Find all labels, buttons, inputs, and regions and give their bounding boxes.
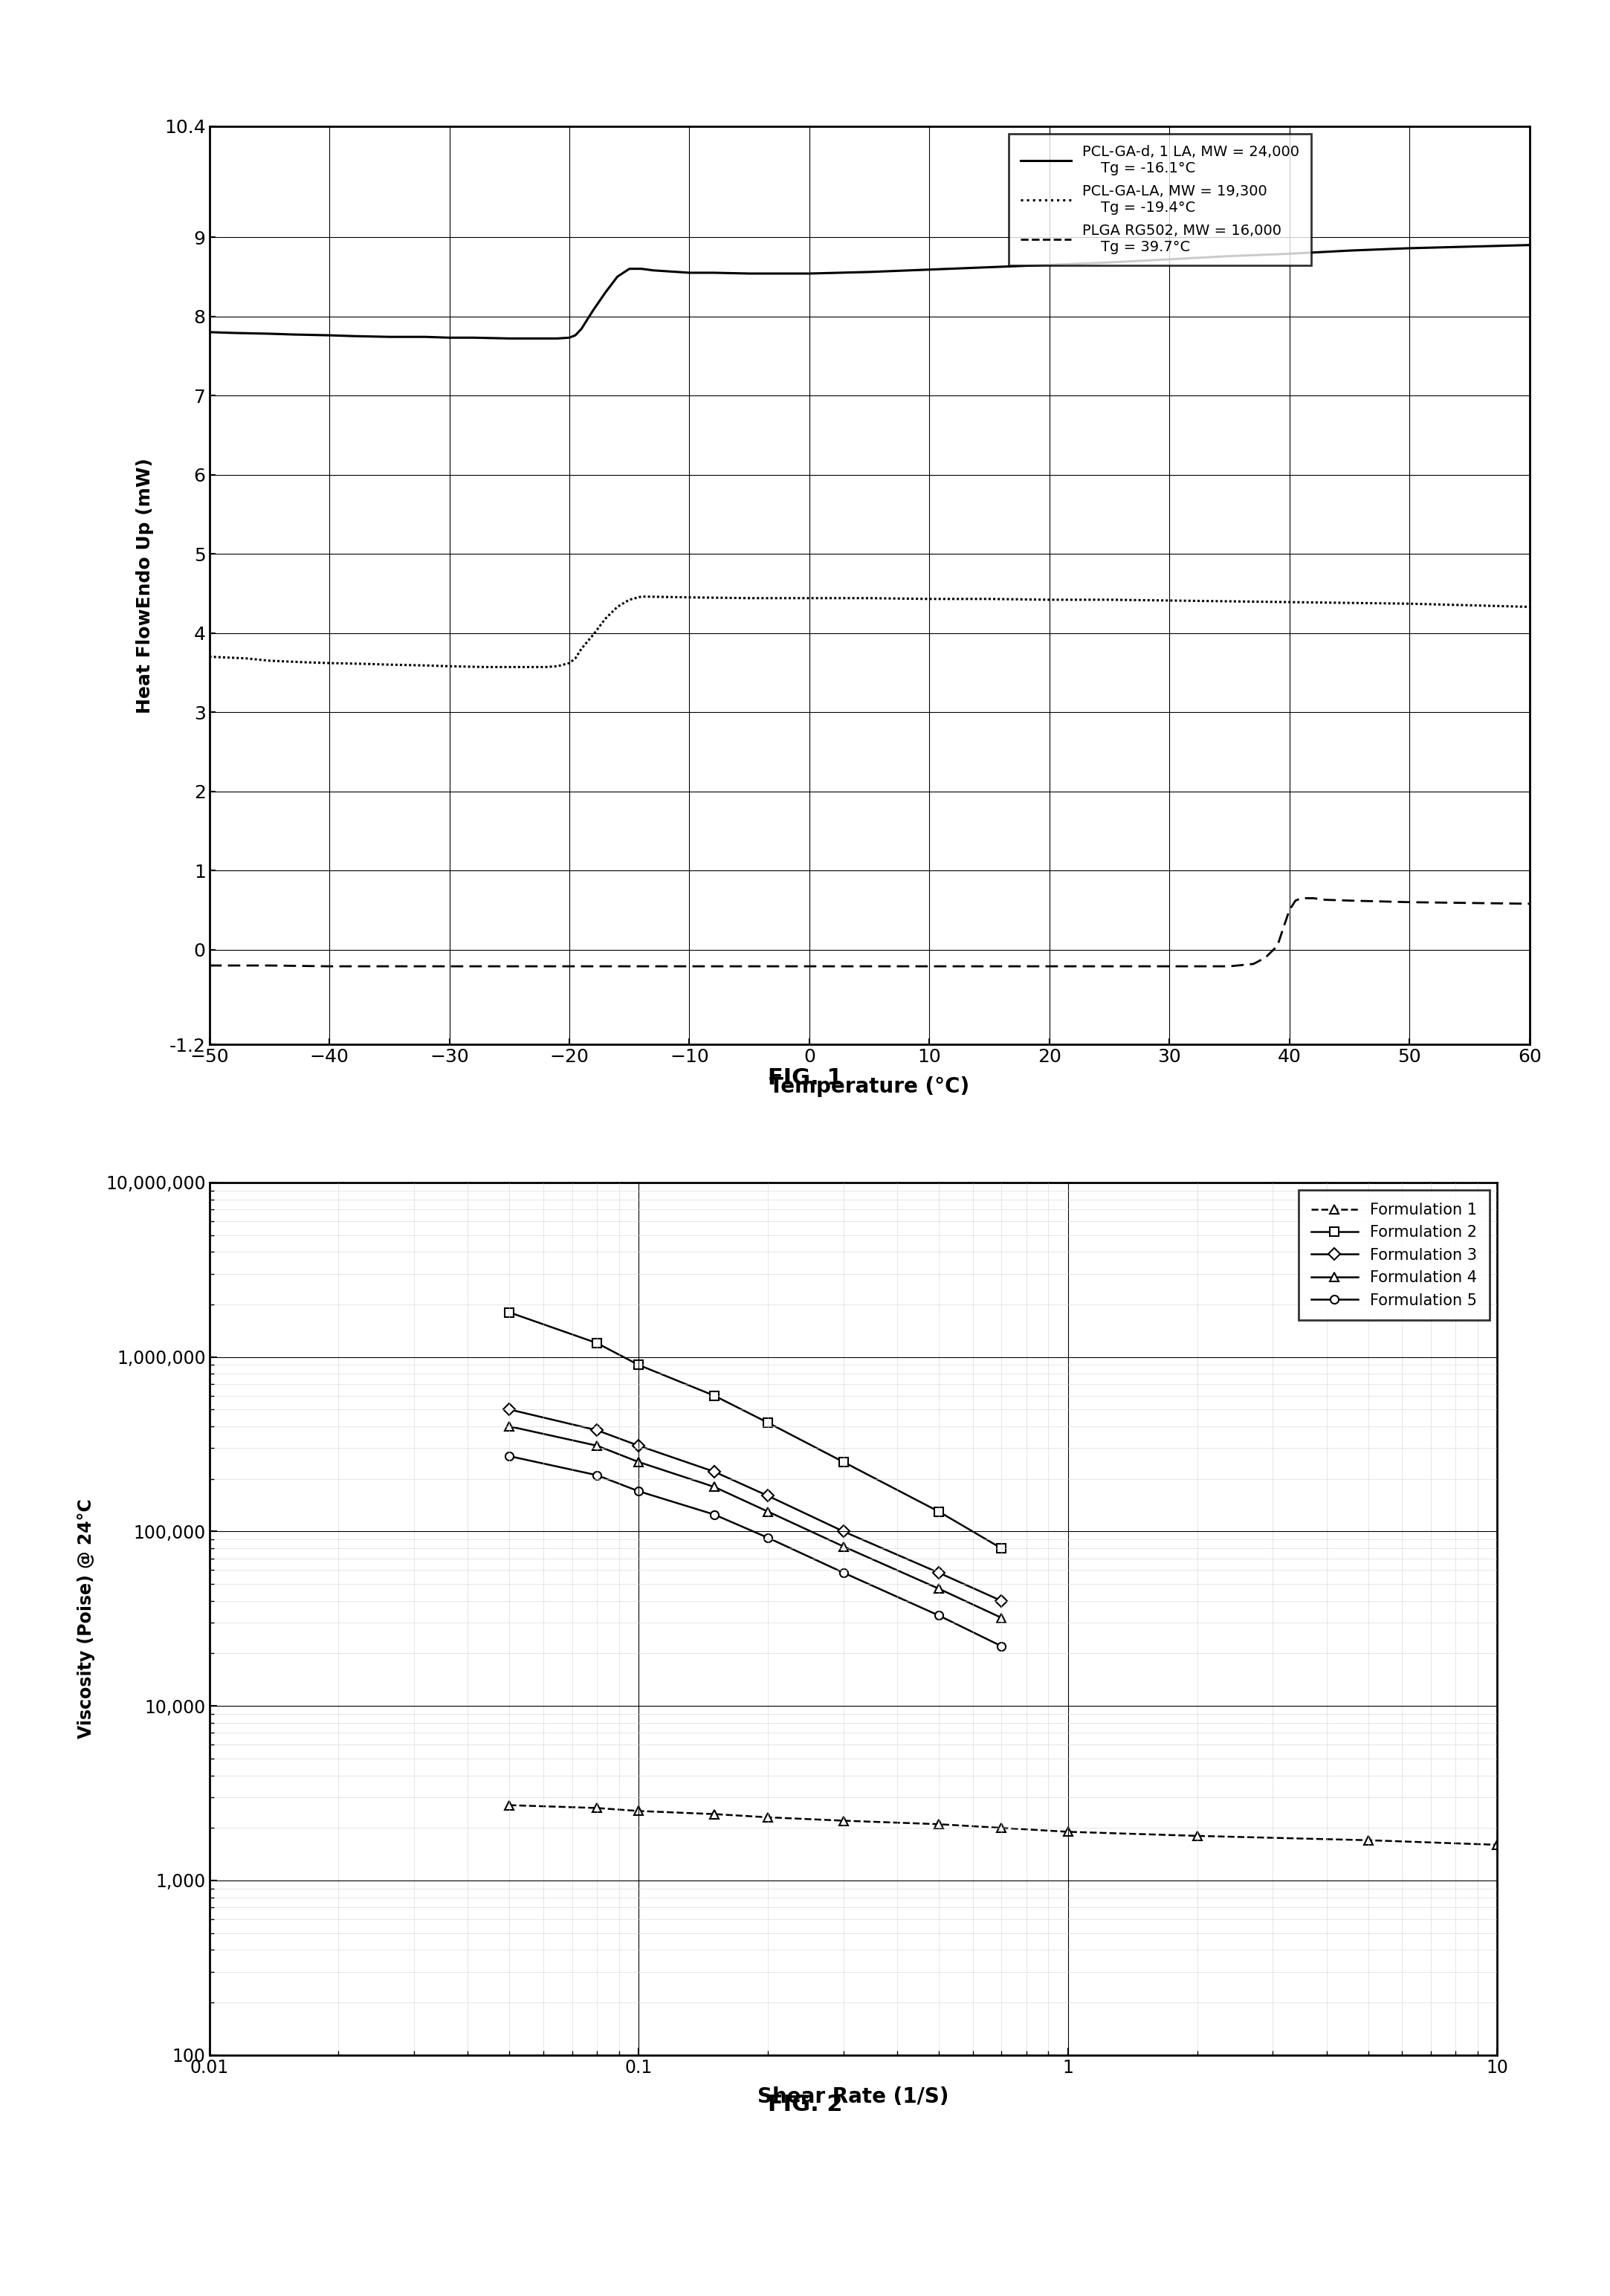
Legend: Formulation 1, Formulation 2, Formulation 3, Formulation 4, Formulation 5: Formulation 1, Formulation 2, Formulatio… <box>1299 1189 1489 1320</box>
Y-axis label: Heat FlowEndo Up (mW): Heat FlowEndo Up (mW) <box>137 457 155 714</box>
X-axis label: Shear Rate (1/S): Shear Rate (1/S) <box>758 2087 948 2108</box>
Y-axis label: Viscosity (Poise) @ 24°C: Viscosity (Poise) @ 24°C <box>77 1499 95 1738</box>
X-axis label: Temperature (°C): Temperature (°C) <box>770 1077 969 1097</box>
Text: FIG. 2: FIG. 2 <box>768 2094 842 2115</box>
Legend: PCL-GA-d, 1 LA, MW = 24,000
    Tg = -16.1°C, PCL-GA-LA, MW = 19,300
    Tg = -1: PCL-GA-d, 1 LA, MW = 24,000 Tg = -16.1°C… <box>1009 133 1311 266</box>
Text: FIG. 1: FIG. 1 <box>768 1068 842 1088</box>
